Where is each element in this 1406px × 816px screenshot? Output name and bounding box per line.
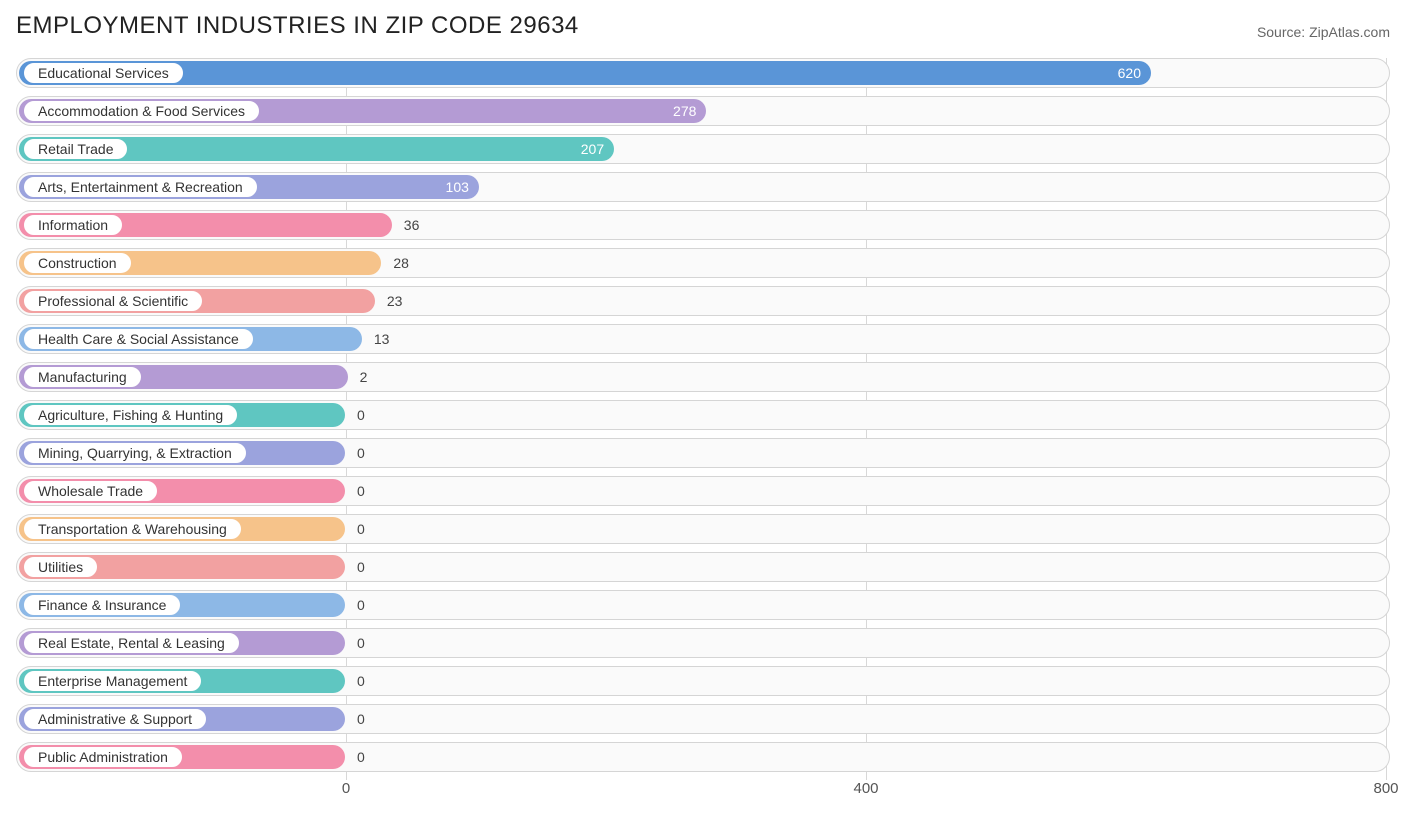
bar-value: 0: [357, 749, 365, 765]
bar-label: Administrative & Support: [23, 708, 207, 730]
bar-label: Retail Trade: [23, 138, 128, 160]
x-axis: 0400800: [16, 780, 1390, 804]
bar-label: Educational Services: [23, 62, 184, 84]
bar-label: Arts, Entertainment & Recreation: [23, 176, 258, 198]
bar-row: Transportation & Warehousing 0: [16, 514, 1390, 544]
chart-source: Source: ZipAtlas.com: [1257, 24, 1390, 40]
bar-label: Health Care & Social Assistance: [23, 328, 254, 350]
bar-row: Public Administration 0: [16, 742, 1390, 772]
bar-label: Manufacturing: [23, 366, 142, 388]
bar-value: 2: [360, 369, 368, 385]
bar-row: Manufacturing 2: [16, 362, 1390, 392]
bar-label: Real Estate, Rental & Leasing: [23, 632, 240, 654]
bar-value: 0: [357, 597, 365, 613]
bar-value: 0: [357, 483, 365, 499]
bar-label: Professional & Scientific: [23, 290, 203, 312]
bar-value: 620: [1118, 65, 1141, 81]
bar-value: 0: [357, 559, 365, 575]
bar-label: Utilities: [23, 556, 98, 578]
bar-row: Retail Trade 207: [16, 134, 1390, 164]
bar-value: 278: [673, 103, 696, 119]
bar-label: Finance & Insurance: [23, 594, 181, 616]
x-tick: 800: [1373, 780, 1398, 797]
bar-row: Agriculture, Fishing & Hunting 0: [16, 400, 1390, 430]
bar-value: 0: [357, 521, 365, 537]
bar-label: Public Administration: [23, 746, 183, 768]
bar-value: 207: [581, 141, 604, 157]
bar-row: Utilities 0: [16, 552, 1390, 582]
bar-row: Information 36: [16, 210, 1390, 240]
bar-label: Agriculture, Fishing & Hunting: [23, 404, 238, 426]
x-tick: 0: [342, 780, 350, 797]
bar-value: 0: [357, 407, 365, 423]
bar-label: Transportation & Warehousing: [23, 518, 242, 540]
bar-row: Finance & Insurance 0: [16, 590, 1390, 620]
bar-row: Arts, Entertainment & Recreation 103: [16, 172, 1390, 202]
bar-row: Enterprise Management 0: [16, 666, 1390, 696]
bar-label: Wholesale Trade: [23, 480, 158, 502]
bar-value: 28: [393, 255, 409, 271]
bar-label: Enterprise Management: [23, 670, 202, 692]
bar-value: 0: [357, 711, 365, 727]
bar-row: Wholesale Trade 0: [16, 476, 1390, 506]
chart-title: EMPLOYMENT INDUSTRIES IN ZIP CODE 29634: [16, 12, 579, 40]
chart-header: EMPLOYMENT INDUSTRIES IN ZIP CODE 29634 …: [16, 12, 1390, 40]
bar-value: 36: [404, 217, 420, 233]
bar-row: Health Care & Social Assistance 13: [16, 324, 1390, 354]
chart-area: Educational Services 620 Accommodation & F…: [16, 58, 1390, 804]
x-tick: 400: [853, 780, 878, 797]
bar-value: 0: [357, 635, 365, 651]
bar-value: 103: [446, 179, 469, 195]
bar-row: Professional & Scientific 23: [16, 286, 1390, 316]
bar-row: Mining, Quarrying, & Extraction 0: [16, 438, 1390, 468]
bar-label: Accommodation & Food Services: [23, 100, 260, 122]
bar-row: Real Estate, Rental & Leasing 0: [16, 628, 1390, 658]
bar-value: 13: [374, 331, 390, 347]
bar-value: 0: [357, 673, 365, 689]
bar-row: Accommodation & Food Services 278: [16, 96, 1390, 126]
bar-row: Administrative & Support 0: [16, 704, 1390, 734]
bar: [19, 61, 1151, 85]
bar-value: 0: [357, 445, 365, 461]
bar-row: Educational Services 620: [16, 58, 1390, 88]
bar-container: Educational Services 620 Accommodation & F…: [16, 58, 1390, 772]
bar-label: Mining, Quarrying, & Extraction: [23, 442, 247, 464]
bar-row: Construction 28: [16, 248, 1390, 278]
bar-label: Construction: [23, 252, 132, 274]
bar-label: Information: [23, 214, 123, 236]
bar-value: 23: [387, 293, 403, 309]
